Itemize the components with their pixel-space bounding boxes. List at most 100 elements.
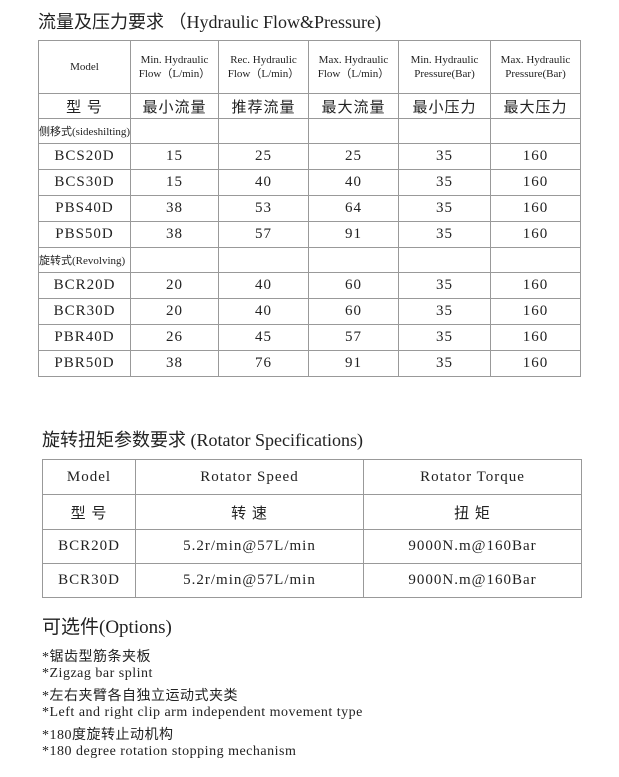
header-line: Max. Hydraulic (500, 54, 571, 66)
model-cell: BCR20D (42, 529, 136, 564)
value-cell: 35 (398, 169, 491, 196)
model-cell: BCR20D (38, 272, 131, 299)
section-title: 可选件(Options) (42, 617, 172, 638)
model-cell: PBS40D (38, 195, 131, 222)
header-line: Rec. Hydraulic (230, 54, 297, 66)
header-cell: 最小流量 (130, 93, 219, 119)
empty-cell (308, 247, 399, 273)
option-item: *Left and right clip arm independent mov… (42, 704, 363, 720)
empty-cell (218, 247, 309, 273)
value-cell: 57 (308, 324, 399, 351)
empty-cell (308, 118, 399, 144)
table-row: 侧移式(sideshilting) (38, 118, 581, 144)
header-line: Flow（L/min） (138, 68, 211, 80)
empty-cell (398, 247, 491, 273)
value-cell: 26 (130, 324, 219, 351)
option-item: *左右夹臂各自独立运动式夹类 (42, 689, 238, 705)
header-line: Model (70, 61, 99, 73)
value-cell: 35 (398, 195, 491, 222)
value-cell: 35 (398, 272, 491, 299)
header-line: Max. Hydraulic (318, 54, 389, 66)
table-row: PBS50D 38 57 91 35 160 (38, 221, 581, 248)
value-cell: 45 (218, 324, 309, 351)
value-cell: 38 (130, 350, 219, 377)
value-cell: 20 (130, 298, 219, 325)
table-row: Model Rotator Speed Rotator Torque (42, 459, 582, 495)
header-line: Min. Hydraulic (140, 54, 209, 66)
header-cell: 推荐流量 (218, 93, 309, 119)
value-cell: 160 (490, 143, 581, 170)
header-cell: Model (38, 40, 131, 94)
value-cell: 35 (398, 143, 491, 170)
header-cell: Rotator Torque (363, 459, 582, 495)
value-cell: 160 (490, 350, 581, 377)
empty-cell (218, 118, 309, 144)
header-cell: Rec. Hydraulic Flow（L/min） (218, 40, 309, 94)
header-cell: 最大压力 (490, 93, 581, 119)
option-item: *锯齿型筋条夹板 (42, 650, 151, 665)
value-cell: 91 (308, 221, 399, 248)
table-row: BCR30D 5.2r/min@57L/min 9000N.m@160Bar (42, 563, 582, 598)
value-cell: 160 (490, 221, 581, 248)
model-cell: PBR40D (38, 324, 131, 351)
table-row: 旋转式(Revolving) (38, 247, 581, 273)
table-row: BCR20D 5.2r/min@57L/min 9000N.m@160Bar (42, 529, 582, 564)
value-cell: 64 (308, 195, 399, 222)
table-row: BCS20D 15 25 25 35 160 (38, 143, 581, 170)
value-cell: 40 (218, 272, 309, 299)
value-cell: 57 (218, 221, 309, 248)
value-cell: 40 (308, 169, 399, 196)
model-cell: BCS20D (38, 143, 131, 170)
table-row: PBR50D 38 76 91 35 160 (38, 350, 581, 377)
model-cell: PBS50D (38, 221, 131, 248)
header-cell: 最小压力 (398, 93, 491, 119)
empty-cell (490, 118, 581, 144)
table-row: BCR20D 20 40 60 35 160 (38, 272, 581, 299)
header-cell: Model (42, 459, 136, 495)
header-cell: Max. Hydraulic Pressure(Bar) (490, 40, 581, 94)
header-line: Flow（L/min） (317, 68, 390, 80)
value-cell: 25 (308, 143, 399, 170)
value-cell: 35 (398, 324, 491, 351)
value-cell: 5.2r/min@57L/min (135, 529, 364, 564)
header-cell: Rotator Speed (135, 459, 364, 495)
header-cell: 扭 矩 (363, 494, 582, 530)
header-cell: Min. Hydraulic Pressure(Bar) (398, 40, 491, 94)
value-cell: 35 (398, 298, 491, 325)
value-cell: 60 (308, 272, 399, 299)
group-label: 侧移式(sideshilting) (38, 118, 131, 144)
empty-cell (130, 118, 219, 144)
model-cell: BCS30D (38, 169, 131, 196)
model-cell: BCR30D (42, 563, 136, 598)
value-cell: 160 (490, 324, 581, 351)
value-cell: 9000N.m@160Bar (363, 563, 582, 598)
value-cell: 20 (130, 272, 219, 299)
empty-cell (398, 118, 491, 144)
option-item: *180 degree rotation stopping mechanism (42, 744, 297, 759)
empty-cell (130, 247, 219, 273)
header-cell: 最大流量 (308, 93, 399, 119)
table-row: BCS30D 15 40 40 35 160 (38, 169, 581, 196)
value-cell: 160 (490, 298, 581, 325)
header-cell: 型 号 (38, 93, 131, 119)
option-item: *180度旋转止动机构 (42, 728, 174, 744)
value-cell: 35 (398, 221, 491, 248)
value-cell: 38 (130, 221, 219, 248)
group-label: 旋转式(Revolving) (38, 247, 131, 273)
value-cell: 76 (218, 350, 309, 377)
table-row: 型 号最小流量 推荐流量 最大流量 最小压力 最大压力 (38, 93, 581, 119)
value-cell: 15 (130, 143, 219, 170)
table-row: PBS40D 38 53 64 35 160 (38, 195, 581, 222)
value-cell: 40 (218, 298, 309, 325)
value-cell: 53 (218, 195, 309, 222)
section-title: 流量及压力要求 （Hydraulic Flow&Pressure) (38, 12, 381, 32)
empty-cell (490, 247, 581, 273)
value-cell: 25 (218, 143, 309, 170)
section-title: 旋转扭矩参数要求 (Rotator Specifications) (42, 430, 363, 450)
table-row: PBR40D 26 45 57 35 160 (38, 324, 581, 351)
value-cell: 160 (490, 272, 581, 299)
value-cell: 35 (398, 350, 491, 377)
model-cell: BCR30D (38, 298, 131, 325)
header-cell: Max. Hydraulic Flow（L/min） (308, 40, 399, 94)
